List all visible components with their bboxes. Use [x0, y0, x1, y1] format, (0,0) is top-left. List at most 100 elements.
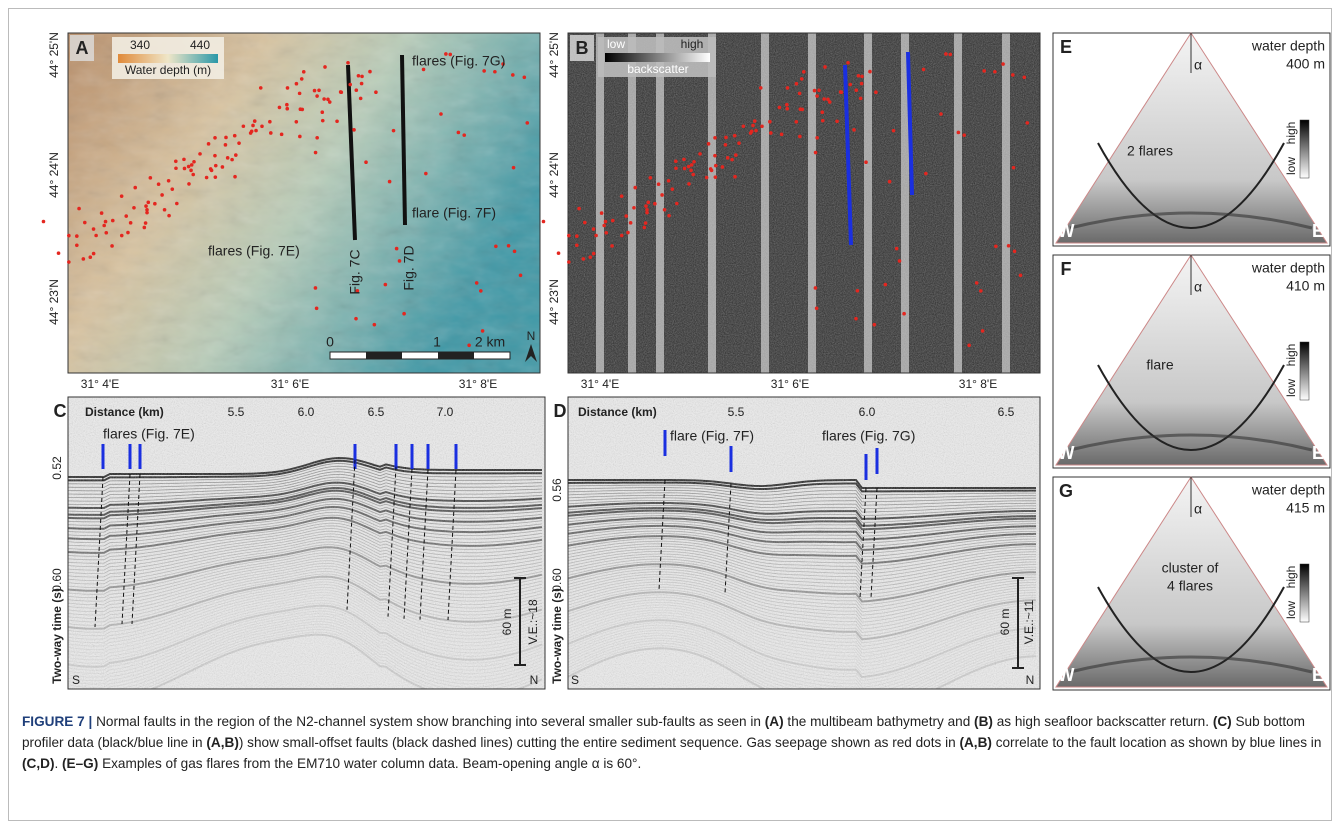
seep-dot: [237, 141, 241, 145]
seep-dot: [153, 201, 157, 206]
seep-dot: [812, 88, 817, 93]
seep-dot: [518, 273, 523, 278]
caption-segment: (A,B): [959, 735, 992, 750]
seep-dot: [285, 102, 289, 107]
label: N: [1026, 673, 1035, 687]
seep-dot: [522, 75, 527, 80]
seep-dot: [322, 97, 326, 101]
seep-dot: [160, 193, 164, 197]
seep-dot: [494, 244, 498, 249]
seep-dot: [610, 218, 615, 223]
map-frame: [67, 32, 541, 374]
label: high: [681, 37, 704, 51]
seep-dot: [279, 132, 284, 137]
seep-dot: [162, 207, 167, 212]
profile-line: [346, 64, 357, 241]
stripe: [761, 33, 769, 373]
seep-dot: [894, 246, 899, 251]
seep-dot: [501, 62, 505, 66]
seep-dot: [173, 159, 178, 164]
label: 31° 6'E: [771, 377, 809, 391]
seep-dot: [643, 221, 648, 225]
seep-dot: [602, 223, 606, 228]
seep-dot: [148, 176, 153, 180]
seep-dot: [797, 91, 802, 96]
seep-dot: [835, 119, 839, 124]
seep-dot: [628, 221, 633, 225]
seep-dot: [785, 106, 790, 111]
seep-dot: [567, 233, 571, 238]
seep-dot: [88, 255, 93, 260]
legend-bar: [1299, 341, 1310, 401]
seep-dot: [234, 153, 238, 157]
seep-dot: [213, 163, 218, 168]
seep-dot: [610, 244, 614, 248]
seep-dot: [682, 166, 687, 171]
seep-dot: [1011, 73, 1015, 77]
caption-segment: correlate to the fault location as shown…: [991, 735, 1322, 750]
seep-dot: [358, 96, 363, 101]
label: 60 m: [998, 609, 1012, 636]
seep-dot: [860, 74, 864, 79]
label: E: [1060, 37, 1072, 57]
seep-dot: [666, 179, 671, 183]
seep-dot: [313, 150, 318, 155]
seep-dot: [1018, 273, 1023, 278]
seep-dot: [588, 255, 593, 260]
stripe: [808, 33, 816, 373]
seep-dot: [624, 214, 629, 218]
seep-dot: [626, 230, 630, 235]
seep-dot: [858, 96, 863, 101]
label: 5.5: [728, 405, 745, 419]
seep-dot: [338, 90, 343, 94]
figure: A 340 440 Water depth (m) flares (Fig. 7G) fl…: [41, 32, 1331, 691]
map-frame: [567, 32, 1041, 374]
sidelobe: [1069, 655, 1313, 674]
seep-dot: [359, 81, 364, 86]
seep-dot: [525, 121, 530, 125]
label: 2 km: [475, 334, 505, 350]
label: D: [554, 401, 567, 421]
label: N: [527, 329, 536, 343]
label: N: [530, 673, 539, 687]
seep-dot: [956, 130, 961, 135]
seep-dot: [94, 233, 98, 238]
sidelobe: [1069, 211, 1313, 230]
seep-dot: [594, 233, 598, 238]
seep-dot: [374, 90, 378, 94]
stripe: [954, 33, 962, 373]
seep-dot: [604, 230, 609, 235]
label: S: [72, 673, 80, 687]
label: flares (Fig. 7E): [103, 426, 195, 442]
seep-dot: [921, 67, 926, 72]
seep-dot: [632, 206, 636, 210]
seep-dot: [575, 234, 579, 238]
seep-dot: [462, 133, 467, 137]
label: 0.52: [50, 456, 64, 480]
seep-dot: [872, 322, 877, 327]
seep-dot: [645, 210, 649, 215]
seep-dot: [317, 88, 321, 93]
seep-dot: [859, 81, 864, 86]
label: 31° 6'E: [271, 377, 309, 391]
seep-dot: [974, 281, 979, 285]
seep-dot: [633, 185, 638, 190]
seep-dot: [591, 227, 596, 231]
stripe: [1002, 33, 1010, 373]
seep-dot: [104, 230, 109, 235]
stripe: [628, 33, 636, 373]
seep-dot: [1012, 249, 1017, 254]
seep-dot: [145, 210, 149, 215]
seep-dot: [619, 233, 624, 238]
label: 6.0: [859, 405, 876, 419]
seep-dot: [356, 73, 361, 78]
seep-dot: [874, 90, 878, 94]
caption-segment: (A): [764, 714, 784, 729]
seep-dot: [397, 259, 402, 263]
seep-dot: [794, 120, 799, 124]
seep-dot: [603, 219, 608, 224]
seep-dot: [897, 259, 902, 263]
seep-dot: [801, 70, 806, 74]
label: low: [1284, 157, 1298, 175]
seep-dot: [299, 77, 304, 81]
